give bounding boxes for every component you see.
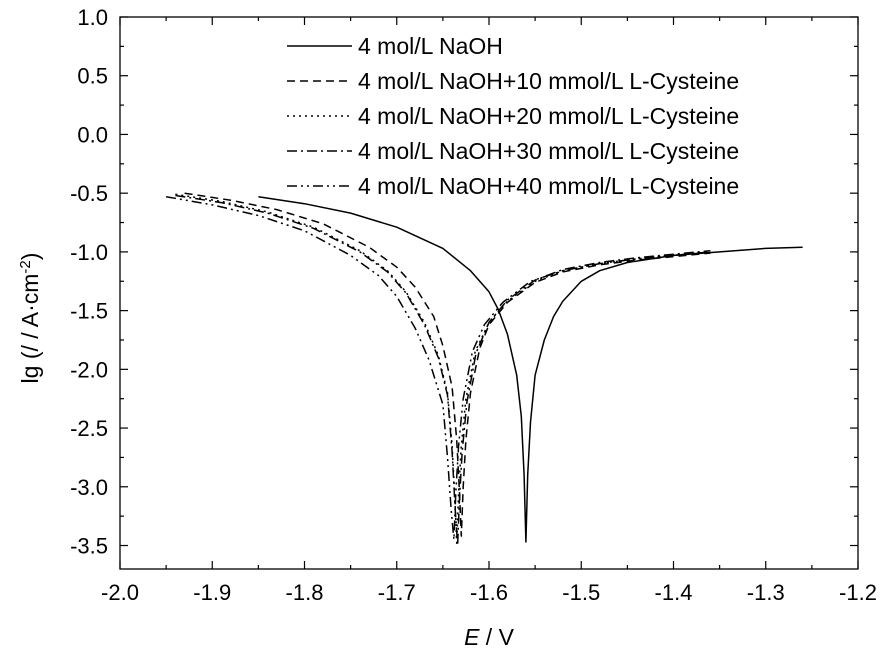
y-axis: 1.0 0.5 0.0 -0.5 -1.0 -1.5 -2.0 -2.5 -3.0 -3.5 [70,5,858,559]
y-tick-label: -2.0 [70,357,108,382]
x-tick-label: -1.2 [839,580,877,605]
x-tick-label: -1.3 [747,580,785,605]
x-axis-variable: E [464,624,480,650]
x-tick-label: -1.8 [286,580,324,605]
series-line-4 [175,194,711,547]
legend-label-1: 4 mol/L NaOH [358,33,503,59]
y-axis-title-main: lg (/ / A·cm [17,274,43,384]
x-tick-label: -1.4 [655,580,693,605]
x-tick-label: -1.6 [470,580,508,605]
y-axis-title: lg (/ / A·cm-2) [17,253,43,384]
y-axis-title-close: ) [17,253,43,261]
x-tick-label: -2.0 [101,580,139,605]
y-tick-label: -0.5 [70,181,108,206]
legend-label-5: 4 mol/L NaOH+40 mmol/L L-Cysteine [358,173,739,199]
y-tick-label: -1.0 [70,240,108,265]
y-axis-title-sup: -2 [17,260,34,273]
x-tick-label: -1.7 [378,580,416,605]
series-line-5 [165,195,711,541]
x-axis-unit: / V [479,624,514,650]
y-tick-label: -2.5 [70,416,108,441]
legend-label-3: 4 mol/L NaOH+20 mmol/L L-Cysteine [358,103,739,129]
y-tick-label: -1.5 [70,299,108,324]
y-tick-label: -3.0 [70,475,108,500]
x-axis: -2.0 -1.9 -1.8 -1.7 -1.6 -1.5 -1.4 -1.3 -1.2 [101,17,877,605]
series-layer [165,192,803,547]
x-tick-label: -1.9 [193,580,231,605]
series-line-1 [258,195,803,543]
x-axis-title: E / V [464,624,515,650]
y-tick-label: 1.0 [77,5,108,30]
series-line-2 [184,192,711,537]
legend-label-2: 4 mol/L NaOH+10 mmol/L L-Cysteine [358,68,739,94]
y-tick-label: 0.0 [77,122,108,147]
series-line-3 [175,193,711,544]
y-tick-label: -3.5 [70,534,108,559]
legend-label-4: 4 mol/L NaOH+30 mmol/L L-Cysteine [358,138,739,164]
legend: 4 mol/L NaOH 4 mol/L NaOH+10 mmol/L L-Cys… [287,33,739,199]
y-tick-label: 0.5 [77,64,108,89]
x-tick-label: -1.5 [562,580,600,605]
